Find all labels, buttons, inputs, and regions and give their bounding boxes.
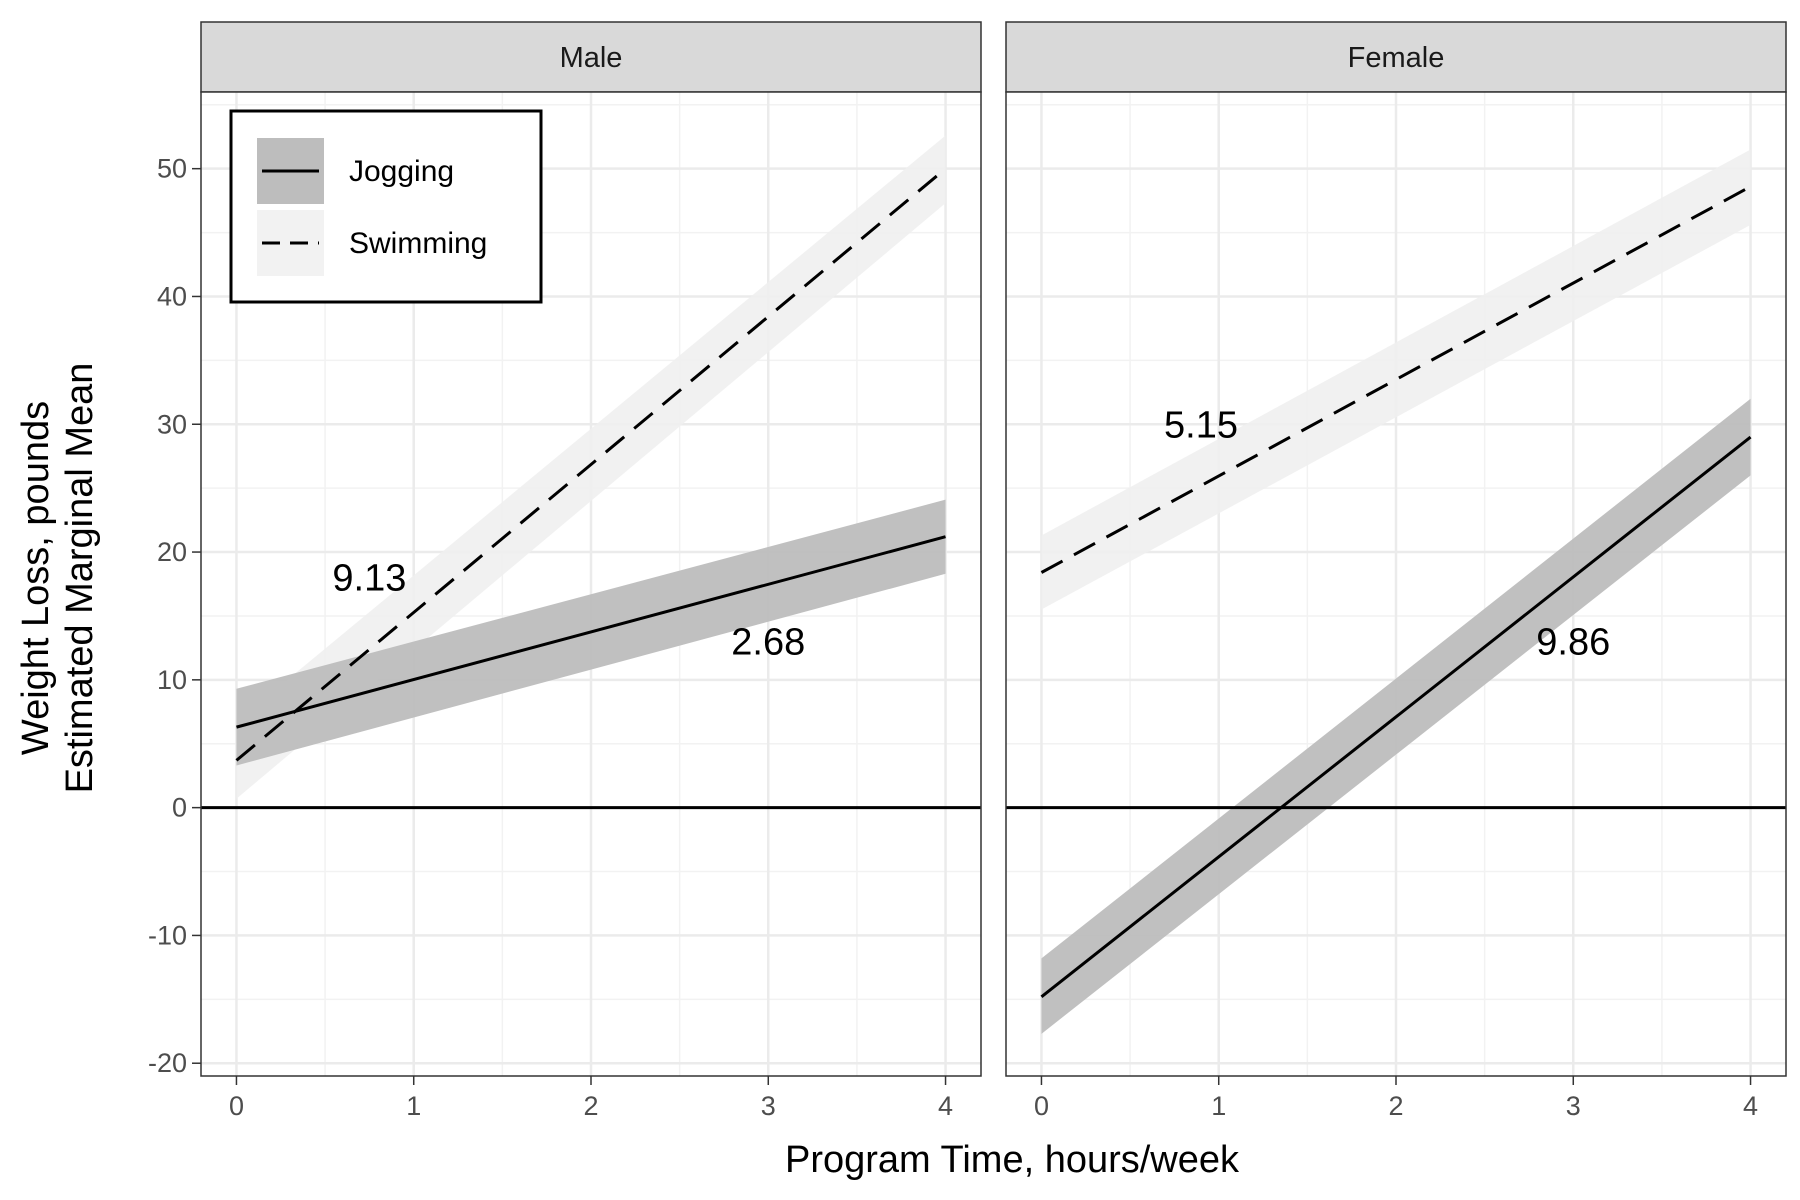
x-tick-label: 0 xyxy=(229,1091,244,1121)
legend-label-swimming: Swimming xyxy=(349,227,487,260)
x-tick-label: 0 xyxy=(1034,1091,1049,1121)
series-line-jogging xyxy=(236,535,946,729)
facet-strip xyxy=(200,21,982,93)
slope-annotation: 9.13 xyxy=(332,558,406,600)
slope-annotation: 9.86 xyxy=(1536,622,1610,664)
series-line-swimming xyxy=(1040,185,1752,574)
y-tick-label: 0 xyxy=(172,793,187,823)
x-tick-label: 2 xyxy=(583,1091,598,1121)
x-tick-label: 1 xyxy=(1211,1091,1226,1121)
x-axis-title: Program Time, hours/week xyxy=(785,1139,1240,1181)
series-line-swimming xyxy=(235,167,947,762)
x-tick-label: 3 xyxy=(761,1091,776,1121)
series-line-jogging xyxy=(1040,435,1752,998)
x-tick-label: 4 xyxy=(1743,1091,1758,1121)
y-tick-label: 50 xyxy=(157,154,187,184)
panel-male: Male 9.13 2.68 0 1 2 3 4 -20 -10 0 10 20 30 40 50 xyxy=(148,21,982,1121)
y-tick-label: 20 xyxy=(157,537,187,567)
y-tick-label: -10 xyxy=(148,920,187,950)
x-tick-label: 3 xyxy=(1566,1091,1581,1121)
confidence-band-swimming xyxy=(236,135,946,799)
legend: Jogging Swimming xyxy=(229,109,543,304)
legend-label-jogging: Jogging xyxy=(349,155,454,188)
panel-female: Female 5.15 9.86 0 1 2 3 4 xyxy=(1005,21,1787,1121)
y-tick-label: 30 xyxy=(157,409,187,439)
y-tick-label: 40 xyxy=(157,281,187,311)
facet-strip-label: Female xyxy=(1348,42,1445,74)
slope-annotation: 2.68 xyxy=(731,622,805,664)
y-tick-label: 10 xyxy=(157,665,187,695)
facet-strip xyxy=(1005,21,1787,93)
y-axis-title-line-2: Estimated Marginal Mean xyxy=(59,363,101,794)
y-tick-label: -20 xyxy=(148,1048,187,1078)
x-tick-label: 1 xyxy=(406,1091,421,1121)
slope-annotation: 5.15 xyxy=(1164,404,1238,446)
series-layer xyxy=(1006,149,1786,1034)
x-tick-label: 2 xyxy=(1388,1091,1403,1121)
y-axis-title-line-1: Weight Loss, pounds xyxy=(15,401,57,755)
facet-strip-label: Male xyxy=(560,42,623,74)
gridlines xyxy=(1006,92,1786,1076)
confidence-band-swimming xyxy=(1041,149,1751,610)
series-layer xyxy=(201,135,981,810)
x-tick-label: 4 xyxy=(938,1091,953,1121)
